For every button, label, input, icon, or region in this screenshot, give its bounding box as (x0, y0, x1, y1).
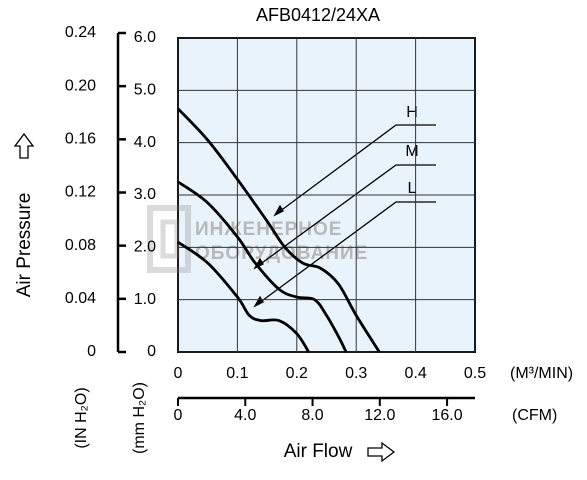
y-tick-label: 0 (147, 343, 156, 360)
x-tick-label: 0.2 (286, 365, 308, 382)
y2-tick-label: 0.08 (65, 237, 96, 254)
x-tick-label: 0.1 (226, 365, 248, 382)
x-tick-label: 0.4 (404, 365, 426, 382)
y2-tick-label: 0.20 (65, 77, 96, 94)
x2-unit: (CFM) (512, 407, 557, 424)
series-label: M (405, 143, 418, 160)
chart-title: AFB0412/24XA (256, 5, 380, 25)
leader-line (274, 124, 436, 216)
watermark-logo (160, 219, 180, 259)
series-label: L (408, 180, 417, 197)
y-unit: (mm H₂O) (131, 382, 148, 454)
y-tick-label: 2.0 (134, 239, 156, 256)
y-tick-label: 6.0 (134, 29, 156, 46)
leader-line (254, 164, 436, 269)
curve (177, 240, 310, 353)
curve (176, 107, 381, 353)
x-axis-title: Air Flow (284, 441, 353, 462)
watermark (147, 205, 191, 273)
watermark-logo (147, 205, 191, 273)
x2-tick-label: 8.0 (301, 407, 323, 424)
watermark-text: ИНЖЕНЕРНОЕ (195, 219, 342, 240)
x2-tick-label: 12.0 (364, 407, 395, 424)
series-label: H (406, 104, 418, 121)
y2-tick-label: 0 (87, 343, 96, 360)
y2-tick-label: 0.16 (65, 131, 96, 148)
annotation-leaders (253, 124, 436, 308)
y-tick-label: 1.0 (134, 291, 156, 308)
y2-unit: (IN H₂O) (73, 387, 90, 448)
y-tick-label: 4.0 (134, 134, 156, 151)
arrow-icon (13, 132, 35, 159)
x2-tick-label: 4.0 (234, 407, 256, 424)
y-tick-label: 5.0 (134, 82, 156, 99)
x2-tick-label: 0 (174, 407, 183, 424)
y2-tick-label: 0.24 (65, 24, 96, 41)
leader-line (254, 201, 436, 307)
y2-tick-label: 0.04 (65, 290, 96, 307)
x-tick-label: 0.5 (464, 365, 486, 382)
x-tick-label: 0 (174, 365, 183, 382)
watermark-text: ОБОРУДОВАНИЕ (195, 243, 368, 264)
y2-tick-label: 0.12 (65, 184, 96, 201)
x-unit: (M³/MIN) (510, 365, 573, 382)
x-tick-label: 0.3 (345, 365, 367, 382)
arrow-icon (367, 441, 396, 463)
curve (177, 180, 348, 353)
x2-tick-label: 16.0 (432, 407, 463, 424)
y-axis-title: Air Pressure (14, 193, 35, 298)
y-tick-label: 3.0 (134, 186, 156, 203)
